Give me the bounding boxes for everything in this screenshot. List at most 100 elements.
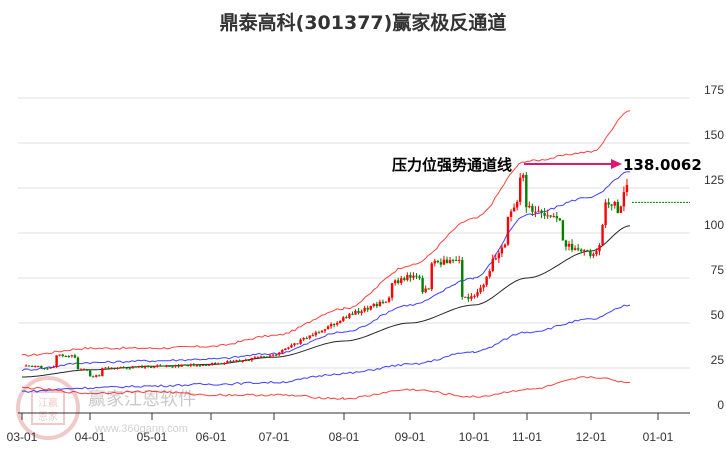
candle-body [506, 216, 510, 245]
candle-body [503, 244, 507, 248]
candle-body [296, 343, 299, 345]
candle-body [384, 301, 388, 303]
candle-body [381, 301, 385, 303]
candle-body [375, 304, 379, 307]
candle-body [616, 202, 619, 213]
candle-body [34, 365, 37, 367]
candle-body [543, 213, 546, 216]
candle-body [479, 287, 482, 293]
candle-body [104, 367, 107, 369]
candle-body [427, 288, 430, 290]
candle-body [290, 345, 293, 348]
candle-body [332, 324, 336, 326]
candle-body [378, 301, 382, 307]
candle-body [125, 367, 128, 369]
x-tick-label: 05-01 [137, 430, 168, 444]
candle-body [454, 260, 458, 262]
candle-body [250, 357, 253, 361]
candle-body [570, 243, 574, 250]
annotation-value: 138.0062 [623, 156, 702, 174]
candle-body [512, 207, 516, 212]
candle-body [302, 338, 305, 340]
watermark-url: www.360gann.com [94, 423, 188, 435]
candle-body [223, 363, 226, 365]
grid-lines [18, 97, 690, 369]
candle-body [317, 332, 321, 334]
candle-body [400, 278, 403, 284]
candle-body [171, 366, 174, 368]
candle-body [345, 317, 348, 319]
candle-body [412, 275, 415, 278]
candle-body [55, 355, 58, 367]
candle-body [342, 317, 345, 321]
band-lines [21, 110, 631, 400]
candle-body [458, 259, 461, 261]
candle-body [470, 296, 473, 299]
candle-body [339, 320, 342, 323]
candle-body [448, 259, 452, 264]
x-tick-label: 01-01 [643, 430, 674, 444]
candle-body [183, 364, 186, 366]
chart-title: 鼎泰高科(301377)赢家极反通道 [219, 12, 507, 34]
candle-body [70, 355, 74, 357]
candle-body [110, 367, 113, 369]
candle-body [451, 259, 455, 261]
candle-body [256, 357, 260, 359]
x-tick-label: 03-01 [7, 430, 38, 444]
candle-body [27, 365, 31, 367]
candle-body [238, 360, 241, 362]
candle-body [195, 365, 199, 367]
candle-body [79, 369, 83, 371]
x-tick-label: 06-01 [196, 430, 227, 444]
x-tick-label: 04-01 [75, 430, 106, 444]
candle-body [174, 365, 177, 367]
candle-body [323, 329, 327, 331]
y-axis: 0 25 50 75 100 125 150 175 [704, 83, 724, 412]
candle-body [580, 249, 583, 252]
candle-body [82, 369, 86, 371]
candle-body [314, 332, 318, 336]
candle-body [52, 366, 55, 368]
candle-body [204, 364, 208, 366]
candle-body [119, 366, 122, 368]
candle-body [265, 356, 269, 358]
candle-body [537, 210, 540, 212]
candle-body [92, 376, 95, 378]
candle-body [308, 335, 311, 339]
annotation-label: 压力位强势通道线 [392, 156, 512, 174]
candle-body [287, 347, 290, 349]
candle-body [409, 275, 412, 278]
lower-red-band-line [21, 376, 631, 400]
candle-body [528, 205, 531, 208]
candle-body [192, 364, 196, 366]
candle-body [372, 304, 375, 307]
upper-red-band-line [21, 110, 631, 357]
candle-body [519, 177, 522, 202]
candle-body [464, 296, 467, 298]
watermark-seal-bottom: 恩家 [38, 410, 58, 423]
candle-body [305, 338, 308, 340]
candle-body [253, 357, 257, 359]
candle-body [98, 375, 101, 377]
candle-body [497, 253, 501, 259]
candle-body [177, 365, 180, 367]
candle-body [156, 365, 159, 367]
candle-body [95, 375, 98, 377]
candle-body [320, 330, 324, 333]
candle-body [329, 324, 333, 327]
candle-body [262, 356, 266, 358]
candle-body [567, 243, 571, 247]
candle-body [268, 355, 272, 357]
y-tick-label: 50 [711, 308, 725, 322]
y-tick-label: 0 [717, 398, 724, 412]
candle-body [40, 365, 43, 368]
candle-body [558, 218, 562, 221]
candle-body [424, 288, 427, 293]
candle-body [525, 174, 528, 208]
candle-body [134, 366, 138, 368]
candle-body [61, 354, 64, 357]
candle-body [241, 361, 244, 363]
candle-body [64, 356, 67, 358]
candle-body [271, 354, 275, 356]
